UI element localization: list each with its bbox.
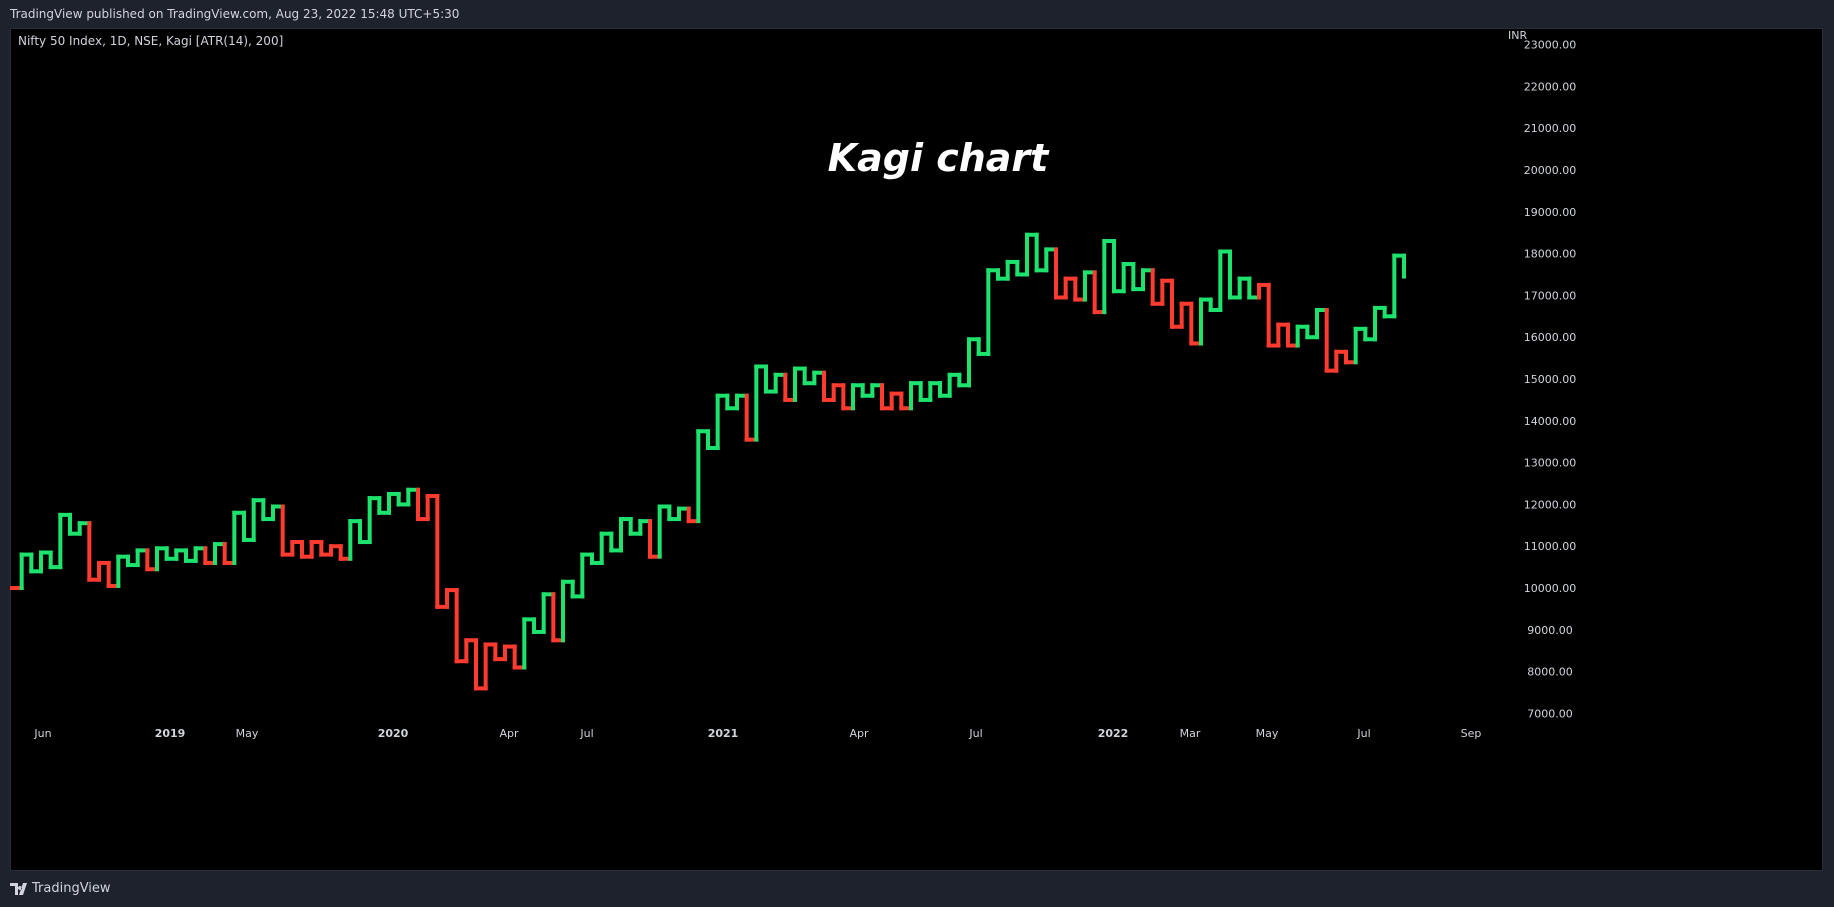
y-tick-label: 20000.00: [1524, 164, 1577, 177]
x-tick-label: 2019: [155, 727, 186, 740]
x-tick-label: May: [1256, 727, 1279, 740]
y-tick-label: 19000.00: [1524, 206, 1577, 219]
y-tick-label: 17000.00: [1524, 289, 1577, 302]
footer-brand: TradingView: [32, 881, 111, 896]
currency-label: INR: [1508, 29, 1527, 42]
y-tick-label: 11000.00: [1524, 540, 1577, 553]
chart-title: Kagi chart: [828, 136, 1051, 180]
y-tick-label: 14000.00: [1524, 415, 1577, 428]
price-axis: 7000.00 8000.00 9000.00 10000.00 11000.00 120…: [1524, 39, 1577, 721]
y-tick-label: 12000.00: [1524, 498, 1577, 511]
kagi-chart[interactable]: 7000.00 8000.00 9000.00 10000.00 11000.00 120…: [10, 28, 1823, 871]
x-tick-label: 2021: [708, 727, 739, 740]
y-tick-label: 10000.00: [1524, 582, 1577, 595]
y-tick-label: 9000.00: [1527, 624, 1573, 637]
time-axis: Jun 2019 May 2020 Apr Jul 2021 Apr Jul 2022 Mar May…: [33, 727, 1481, 740]
publish-text: TradingView published on TradingView.com…: [10, 7, 460, 21]
x-tick-label: Jun: [33, 727, 51, 740]
publish-header: TradingView published on TradingView.com…: [0, 0, 1834, 28]
symbol-legend[interactable]: Nifty 50 Index, 1D, NSE, Kagi [ATR(14), …: [18, 34, 284, 48]
y-tick-label: 8000.00: [1527, 666, 1573, 679]
y-tick-label: 22000.00: [1524, 80, 1577, 93]
x-tick-label: Jul: [968, 727, 982, 740]
x-tick-label: Sep: [1461, 727, 1482, 740]
y-tick-label: 7000.00: [1527, 707, 1573, 720]
x-tick-label: Jul: [1356, 727, 1370, 740]
y-tick-label: 15000.00: [1524, 373, 1577, 386]
chart-frame[interactable]: [10, 28, 1823, 871]
x-tick-label: 2020: [378, 727, 409, 740]
x-tick-label: Jul: [579, 727, 593, 740]
y-tick-label: 16000.00: [1524, 331, 1577, 344]
y-tick-label: 21000.00: [1524, 122, 1577, 135]
y-tick-label: 13000.00: [1524, 457, 1577, 470]
x-tick-label: Apr: [849, 727, 869, 740]
tradingview-logo-icon: [10, 883, 27, 895]
x-tick-label: Apr: [499, 727, 519, 740]
footer: TradingView: [10, 878, 111, 900]
y-tick-label: 18000.00: [1524, 248, 1577, 261]
x-tick-label: 2022: [1098, 727, 1129, 740]
x-tick-label: May: [236, 727, 259, 740]
x-tick-label: Mar: [1180, 727, 1201, 740]
y-tick-label: 23000.00: [1524, 39, 1577, 52]
